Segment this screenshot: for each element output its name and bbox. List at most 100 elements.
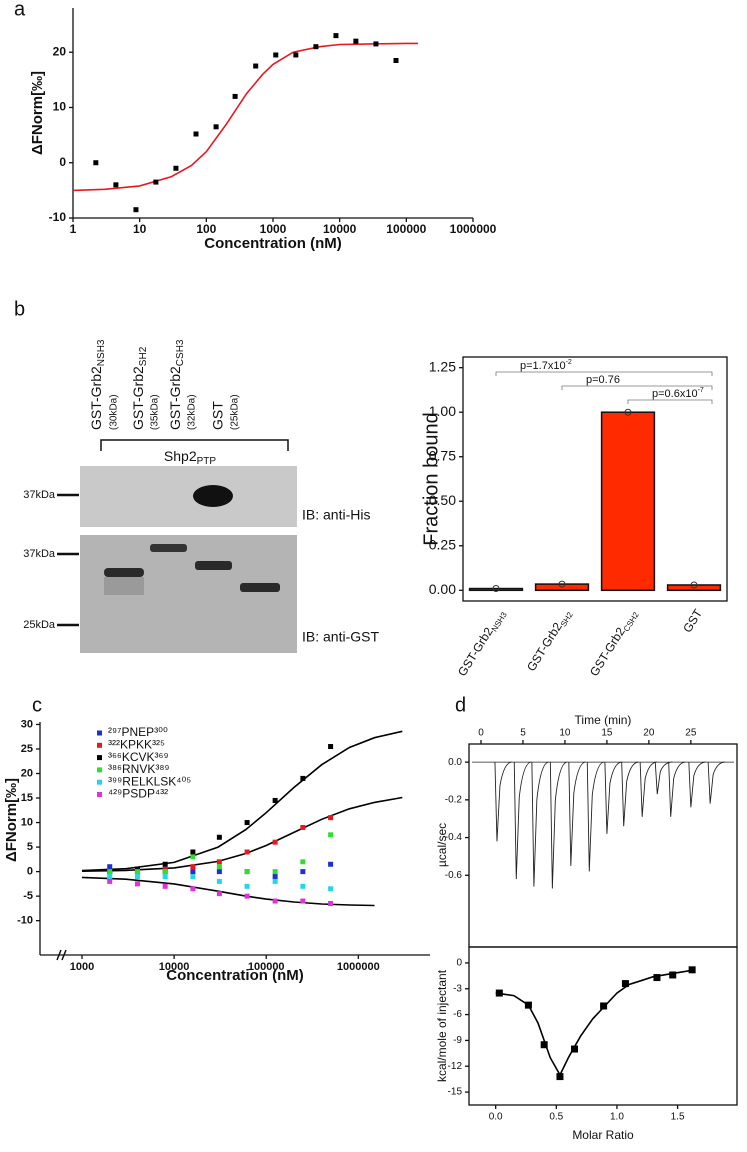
injection-peak bbox=[568, 761, 586, 866]
lane-label: GST bbox=[210, 401, 226, 430]
point bbox=[216, 859, 222, 865]
y-tick-label: -0.6 bbox=[445, 870, 463, 881]
y-tick-label: 15 bbox=[21, 792, 33, 804]
point bbox=[333, 33, 339, 39]
marker-label: 25kDa bbox=[23, 619, 56, 631]
injection-peak bbox=[688, 761, 706, 808]
point bbox=[328, 861, 334, 867]
point bbox=[328, 744, 334, 750]
point bbox=[216, 869, 222, 875]
y-tick-label: -9 bbox=[453, 1035, 462, 1046]
point bbox=[273, 52, 279, 58]
point bbox=[688, 966, 696, 974]
x-tick-label: GST-Grb2NSH3 bbox=[455, 606, 509, 679]
point bbox=[134, 881, 140, 887]
point bbox=[216, 891, 222, 897]
p-exponent: -7 bbox=[698, 387, 704, 394]
legend-swatch bbox=[97, 792, 102, 797]
data-point bbox=[690, 581, 698, 589]
point bbox=[272, 898, 278, 904]
point bbox=[216, 878, 222, 884]
category-name: GST-Grb2 bbox=[587, 625, 628, 679]
fit-curve bbox=[81, 796, 403, 872]
x-tick-label: 0 bbox=[478, 728, 484, 739]
y-tick-label: 0.00 bbox=[429, 581, 456, 597]
injection-peak bbox=[531, 761, 549, 887]
x-tick-label: 1000 bbox=[70, 961, 94, 973]
lane-label: GST-Grb2CSH3 bbox=[167, 339, 186, 430]
y-tick-label: -3 bbox=[453, 983, 462, 994]
point bbox=[393, 58, 399, 63]
point bbox=[244, 849, 250, 855]
band bbox=[195, 561, 232, 570]
marker-label: 37kDa bbox=[23, 489, 56, 501]
point bbox=[173, 165, 179, 171]
data-point bbox=[492, 585, 500, 593]
plot-frame bbox=[468, 743, 738, 948]
x-axis-label: Concentration (nM) bbox=[166, 967, 303, 984]
lane-size: (35kDa) bbox=[150, 394, 161, 430]
band-smear bbox=[104, 577, 144, 595]
point bbox=[190, 849, 196, 855]
point bbox=[190, 886, 196, 892]
point bbox=[272, 839, 278, 845]
x-tick-label: 0.5 bbox=[549, 1112, 563, 1123]
point bbox=[272, 878, 278, 884]
point bbox=[93, 160, 99, 166]
point bbox=[253, 63, 259, 69]
point bbox=[571, 1045, 579, 1053]
panel-label: d bbox=[455, 694, 466, 716]
lane-size: (30kDa) bbox=[109, 394, 120, 430]
band bbox=[150, 544, 187, 552]
point bbox=[134, 869, 140, 875]
point bbox=[107, 864, 113, 870]
legend-swatch bbox=[97, 730, 102, 736]
x-tick-label: GST-Grb2SH2 bbox=[524, 606, 575, 674]
injection-peak bbox=[549, 761, 568, 889]
x-tick-label: 100000 bbox=[386, 222, 426, 236]
x-tick-label: 0.0 bbox=[489, 1112, 503, 1123]
point bbox=[162, 883, 168, 889]
y-tick-label: 0.75 bbox=[429, 447, 456, 463]
fit-curve bbox=[495, 969, 690, 1077]
point bbox=[162, 861, 168, 867]
p-value: p=0.6x10 bbox=[652, 388, 698, 400]
lane-name: GST-Grb2 bbox=[88, 366, 104, 430]
x-tick-label: 10 bbox=[133, 222, 147, 236]
point bbox=[193, 131, 199, 137]
point bbox=[244, 820, 250, 826]
significance-bracket bbox=[627, 399, 713, 404]
y-axis-label: kcal/mole of injectant bbox=[435, 969, 449, 1082]
y-tick-label: 30 bbox=[21, 718, 33, 730]
y-tick-label: 0 bbox=[27, 866, 33, 878]
point bbox=[300, 883, 306, 889]
legend-swatch bbox=[97, 767, 102, 773]
y-tick-label: 0 bbox=[59, 155, 66, 169]
legend-label: ³⁸⁶RNVK³⁸⁹ bbox=[108, 762, 170, 776]
point bbox=[190, 874, 196, 880]
injection-peak bbox=[654, 761, 673, 795]
y-tick-label: -6 bbox=[453, 1009, 462, 1020]
fit-curve bbox=[81, 876, 375, 907]
significance-bracket bbox=[495, 371, 713, 376]
category-name: GST-Grb2 bbox=[524, 620, 565, 674]
lane-sub: NSH3 bbox=[96, 339, 107, 366]
x-tick-label: 10 bbox=[559, 728, 571, 739]
point bbox=[232, 93, 238, 99]
point bbox=[244, 883, 250, 889]
x-tick-label: GST bbox=[680, 606, 705, 635]
point bbox=[300, 859, 306, 865]
fit-curve bbox=[72, 42, 419, 192]
plot-frame bbox=[468, 946, 738, 1106]
y-axis-label: Fraction bound bbox=[420, 412, 442, 545]
y-tick-label: 0.50 bbox=[429, 492, 456, 508]
bar bbox=[468, 587, 524, 592]
y-tick-label: 1.25 bbox=[429, 358, 456, 374]
p-value: p=0.76 bbox=[586, 374, 620, 386]
point bbox=[353, 38, 359, 44]
band bbox=[240, 583, 280, 592]
band bbox=[193, 485, 233, 507]
group-name: Shp2 bbox=[164, 448, 197, 464]
x-tick-label: 1000 bbox=[260, 222, 287, 236]
y-tick-label: 20 bbox=[53, 44, 67, 58]
